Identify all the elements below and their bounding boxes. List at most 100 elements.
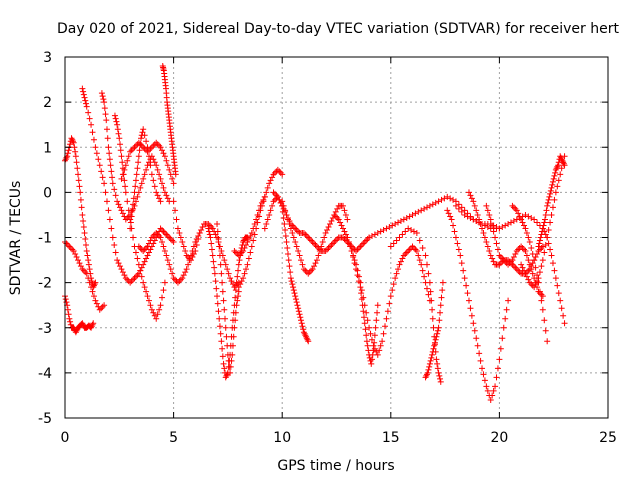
data-point (428, 354, 435, 361)
data-point (170, 180, 177, 187)
data-point (159, 226, 166, 233)
data-point (329, 240, 336, 247)
data-point (172, 276, 179, 283)
data-point (348, 248, 355, 255)
data-point (71, 144, 78, 151)
series-sat-s (331, 211, 381, 367)
data-point (366, 324, 373, 331)
data-point (235, 284, 242, 291)
data-point (135, 261, 142, 268)
data-point (353, 261, 360, 268)
data-point (232, 249, 239, 256)
data-point (525, 213, 532, 220)
data-point (75, 171, 82, 178)
data-point (296, 311, 303, 318)
data-point (287, 275, 294, 282)
data-point (409, 211, 416, 218)
data-point (67, 321, 74, 328)
data-point (358, 242, 365, 249)
data-point (332, 237, 339, 244)
data-point (140, 175, 147, 182)
data-point (250, 237, 257, 244)
data-point (151, 183, 158, 190)
data-point (427, 288, 434, 295)
data-point (77, 263, 84, 270)
data-point (153, 229, 160, 236)
data-point (74, 165, 81, 172)
data-point (70, 248, 77, 255)
data-point (367, 357, 374, 364)
data-point (90, 136, 97, 143)
data-point (220, 297, 227, 304)
data-point (211, 270, 218, 277)
data-point (122, 189, 129, 196)
data-point (290, 287, 297, 294)
data-point (176, 229, 183, 236)
data-point (269, 174, 276, 181)
data-point (227, 363, 234, 370)
data-point (63, 240, 70, 247)
data-point (461, 211, 468, 218)
data-point (218, 270, 225, 277)
data-point (105, 207, 112, 214)
data-point (539, 225, 546, 232)
data-point (103, 198, 110, 205)
data-point (512, 205, 519, 212)
data-point (127, 225, 134, 232)
data-point (290, 223, 297, 230)
data-point (282, 226, 289, 233)
data-point (99, 174, 106, 181)
data-point (306, 269, 313, 276)
data-point (135, 159, 142, 166)
data-point (549, 204, 556, 211)
data-point (357, 279, 364, 286)
data-point (400, 216, 407, 223)
data-point (89, 288, 96, 295)
data-point (276, 196, 283, 203)
data-point (127, 219, 134, 226)
data-point (161, 189, 168, 196)
data-point (316, 246, 323, 253)
data-point (532, 281, 539, 288)
data-point (64, 150, 71, 157)
data-point (183, 266, 190, 273)
data-point (251, 220, 258, 227)
data-point (413, 229, 420, 236)
data-point (229, 351, 236, 358)
data-point (214, 220, 221, 227)
data-point (451, 228, 458, 235)
data-point (222, 324, 229, 331)
data-point (150, 177, 157, 184)
data-point (536, 246, 543, 253)
data-point (118, 266, 125, 273)
data-point (253, 216, 260, 223)
data-point (426, 202, 433, 209)
data-point (256, 207, 263, 214)
data-point (396, 234, 403, 241)
data-point (160, 150, 167, 157)
data-point (328, 217, 335, 224)
data-point (219, 288, 226, 295)
data-point (468, 195, 475, 202)
data-point (402, 251, 409, 258)
data-point (96, 306, 103, 313)
data-point (179, 239, 186, 246)
data-point (138, 135, 145, 142)
data-point (368, 336, 375, 343)
data-point (450, 196, 457, 203)
data-point (156, 306, 163, 313)
data-point (62, 296, 69, 303)
data-point (427, 357, 434, 364)
data-point (542, 327, 549, 334)
data-point (467, 305, 474, 312)
data-point (331, 239, 338, 246)
data-point (392, 275, 399, 282)
data-point (219, 279, 226, 286)
data-point (434, 330, 441, 337)
data-point (199, 223, 206, 230)
data-point (232, 309, 239, 316)
data-point (371, 332, 378, 339)
axis-ticks (64, 56, 609, 419)
data-point (64, 242, 71, 249)
